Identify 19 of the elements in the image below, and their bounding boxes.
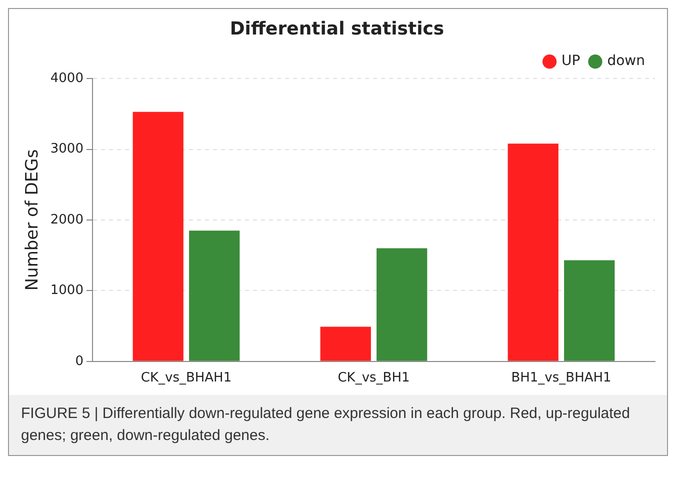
y-tick-label: 3000: [50, 142, 84, 157]
bar: [376, 248, 428, 361]
y-axis-title: Number of DEGs: [22, 149, 43, 291]
x-tick-label: CK_vs_BH1: [338, 370, 410, 386]
bar: [132, 112, 184, 361]
y-tick-label: 4000: [50, 70, 84, 86]
y-tick-label: 2000: [50, 212, 84, 228]
x-tick-label: CK_vs_BHAH1: [140, 370, 232, 386]
x-tick-label: BH1_vs_BHAH1: [511, 370, 612, 386]
y-tick-label: 0: [75, 354, 84, 369]
legend-label: UP: [562, 53, 580, 70]
y-tick-label: 1000: [50, 283, 84, 298]
caption: FIGURE 5 | Differentially down-regulated gene expression in each group. Red, up-regulated genes; green, down-regulated genes.: [9, 395, 667, 455]
legend-label: down: [607, 53, 646, 70]
bar: [320, 326, 371, 361]
chart-title: Differential statistics: [230, 18, 444, 40]
bar: [508, 144, 558, 361]
bar: [189, 230, 240, 361]
bar: [564, 260, 615, 361]
